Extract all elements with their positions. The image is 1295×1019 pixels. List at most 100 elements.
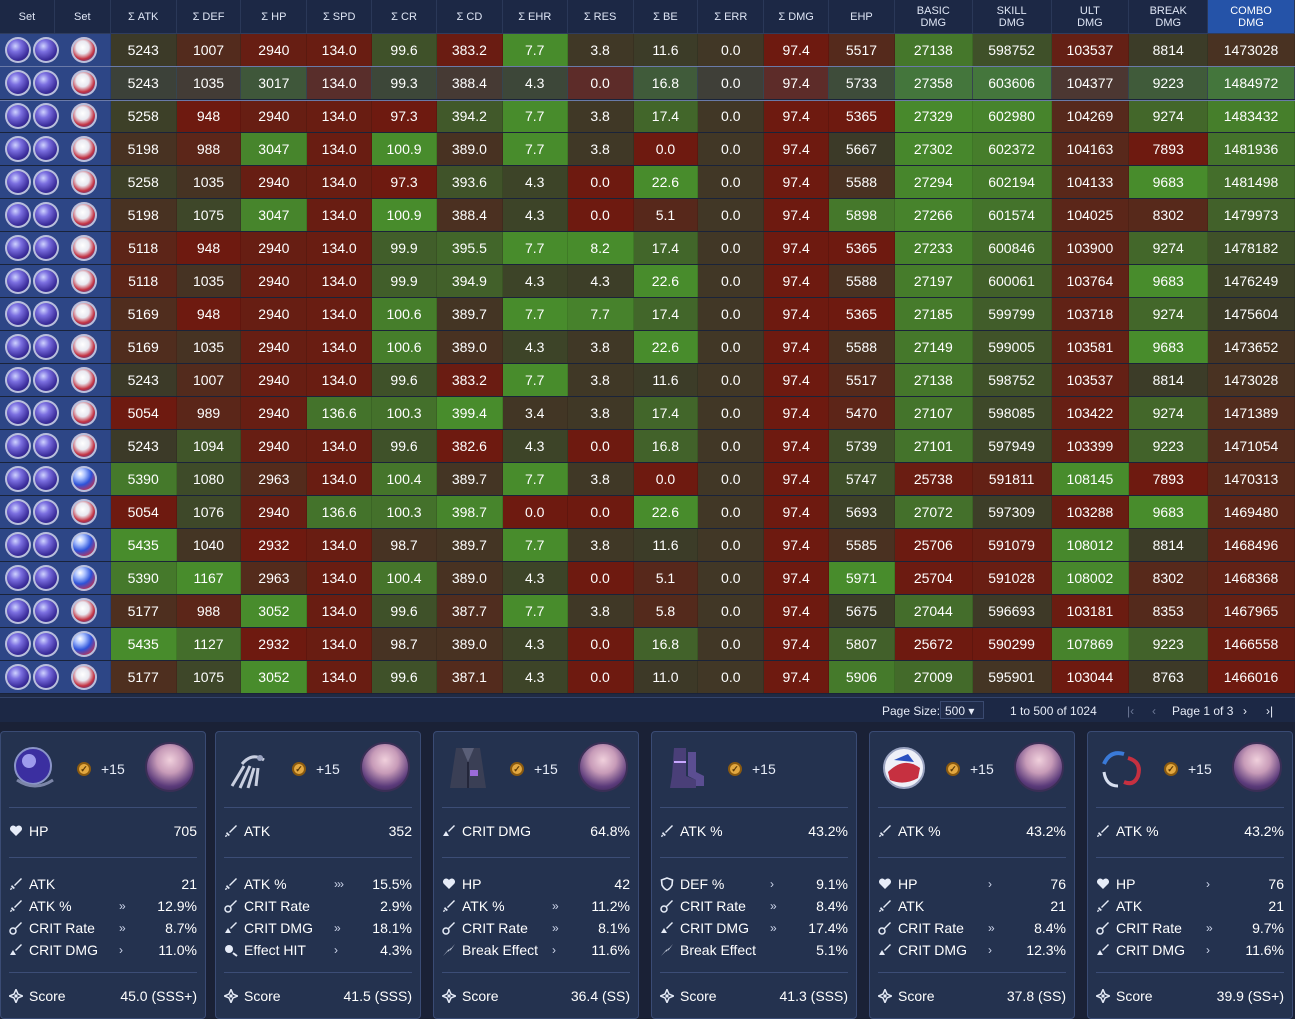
header-res[interactable]: Σ RES	[568, 0, 634, 33]
planar-sphere-icon	[33, 169, 59, 195]
relic-card[interactable]: ✓ +15 ATK % 43.2% HP › 76 ATK 21 CRIT Rate» 8.4% CR…	[869, 731, 1075, 1019]
heart-icon	[442, 877, 456, 891]
cell-be: 5.1	[633, 562, 699, 594]
header-combo[interactable]: COMBO DMG	[1208, 0, 1295, 33]
cell-skill: 600061	[972, 265, 1052, 297]
header-spd[interactable]: Σ SPD	[307, 0, 373, 33]
cell-spd: 134.0	[307, 166, 373, 198]
first-page-icon[interactable]: |‹	[1127, 704, 1135, 718]
header-cd[interactable]: Σ CD	[437, 0, 503, 33]
substat-name: CRIT DMG	[1116, 942, 1185, 958]
cell-basic: 27138	[894, 364, 973, 396]
header-ehr[interactable]: Σ EHR	[503, 0, 568, 33]
cell-cd: 389.7	[436, 463, 503, 495]
table-row[interactable]: 5054 989 2940 136.6 100.3 399.4 3.4 3.8 17.4 0.0 9…	[0, 397, 1295, 430]
substat-value: 8.7%	[165, 920, 197, 936]
cell-hp: 3047	[241, 199, 308, 231]
cell-def: 989	[176, 397, 242, 429]
header-skill[interactable]: SKILL DMG	[973, 0, 1052, 33]
relic-card[interactable]: ✓ +15 CRIT DMG 64.8% HP 42 ATK % » 11.2% CRIT Rat…	[433, 731, 639, 1019]
table-row[interactable]: 5177 1075 3052 134.0 99.6 387.1 4.3 0.0 11.0 0.0 9…	[0, 661, 1295, 694]
table-row[interactable]: 5054 1076 2940 136.6 100.3 398.7 0.0 0.0 22.6 0.0…	[0, 496, 1295, 529]
cell-ehp: 5807	[829, 628, 895, 660]
cell-res: 3.8	[567, 463, 634, 495]
last-page-icon[interactable]: ›|	[1266, 704, 1274, 718]
divider	[442, 972, 630, 973]
equipped-check-icon[interactable]: ✓	[946, 762, 960, 776]
table-row[interactable]: 5118 948 2940 134.0 99.9 395.5 7.7 8.2 17.4 0.0 97…	[0, 232, 1295, 265]
table-row[interactable]: 5198 1075 3047 134.0 100.9 388.4 4.3 0.0 5.1 0.0 9…	[0, 199, 1295, 232]
table-row[interactable]: 5243 1094 2940 134.0 99.6 382.6 4.3 0.0 16.8 0.0 9…	[0, 430, 1295, 463]
cell-hp: 2940	[241, 298, 308, 330]
table-row[interactable]: 5243 1007 2940 134.0 99.6 383.2 7.7 3.8 11.6 0.0 9…	[0, 364, 1295, 397]
header-brk[interactable]: BREAK DMG	[1129, 0, 1209, 33]
header-set2[interactable]: Set	[55, 0, 111, 33]
relic-card[interactable]: ✓ +15 ATK % 43.2% DEF % › 9.1% CRIT Rate» 8.4% CR…	[651, 731, 857, 1019]
equipped-check-icon[interactable]: ✓	[292, 762, 306, 776]
table-row[interactable]: 5243 1035 3017 134.0 99.3 388.4 4.3 0.0 16.8 0.0 9…	[0, 66, 1295, 101]
equipped-check-icon[interactable]: ✓	[728, 762, 742, 776]
header-basic[interactable]: BASIC DMG	[895, 0, 973, 33]
cell-ehr: 4.3	[502, 166, 568, 198]
equipped-check-icon[interactable]: ✓	[1164, 762, 1178, 776]
header-be[interactable]: Σ BE	[634, 0, 699, 33]
relic-card[interactable]: ✓ +15 HP 705 ATK 21 ATK %» 12.9% CRIT Rate» 8.7% C…	[0, 731, 206, 1019]
cell-err: 0.0	[698, 595, 765, 627]
cell-err: 0.0	[698, 661, 765, 693]
cell-combo: 1466558	[1208, 628, 1295, 660]
header-atk[interactable]: Σ ATK	[111, 0, 177, 33]
header-set1[interactable]: Set	[0, 0, 55, 33]
set-cell	[0, 34, 111, 66]
crit-dmg-icon	[660, 921, 674, 935]
table-row[interactable]: 5435 1127 2932 134.0 98.7 389.0 4.3 0.0 16.8 0.0 9…	[0, 628, 1295, 661]
cell-ult: 103399	[1051, 430, 1130, 462]
header-ult[interactable]: ULT DMG	[1052, 0, 1130, 33]
relic-card[interactable]: ✓ +15 ATK 352 ATK % ››› 15.5% CRIT Rate 2.9% CRIT…	[215, 731, 421, 1019]
header-err[interactable]: Σ ERR	[698, 0, 765, 33]
planar-sphere-icon	[33, 268, 59, 294]
cell-cr: 100.6	[372, 331, 437, 363]
table-row[interactable]: 5177 988 3052 134.0 99.6 387.7 7.7 3.8 5.8 0.0 97.…	[0, 595, 1295, 628]
header-hp[interactable]: Σ HP	[241, 0, 308, 33]
cell-atk: 5258	[110, 166, 177, 198]
divider	[442, 857, 630, 858]
table-row[interactable]: 5390 1167 2963 134.0 100.4 389.0 4.3 0.0 5.1 0.0 9…	[0, 562, 1295, 595]
table-row[interactable]: 5169 1035 2940 134.0 100.6 389.0 4.3 3.8 22.6 0.0…	[0, 331, 1295, 364]
cell-atk: 5198	[110, 133, 177, 165]
equipped-check-icon[interactable]: ✓	[77, 762, 91, 776]
table-row[interactable]: 5118 1035 2940 134.0 99.9 394.9 4.3 4.3 22.6 0.0 9…	[0, 265, 1295, 298]
cell-ult: 108145	[1051, 463, 1130, 495]
set-cell	[0, 397, 111, 429]
table-row[interactable]: 5198 988 3047 134.0 100.9 389.0 7.7 3.8 0.0 0.0 97…	[0, 133, 1295, 166]
table-row[interactable]: 5169 948 2940 134.0 100.6 389.7 7.7 7.7 17.4 0.0 9…	[0, 298, 1295, 331]
cell-cr: 97.3	[372, 100, 437, 132]
substat-list: HP 42 ATK % » 11.2% CRIT Rate » 8.1% Break Effec…	[442, 873, 630, 961]
cell-skill: 599005	[972, 331, 1052, 363]
next-page-icon[interactable]: ›	[1243, 704, 1247, 718]
table-row[interactable]: 5258 1035 2940 134.0 97.3 393.6 4.3 0.0 22.6 0.0 9…	[0, 166, 1295, 199]
table-row[interactable]: 5435 1040 2932 134.0 98.7 389.7 7.7 3.8 11.6 0.0 9…	[0, 529, 1295, 562]
header-cr[interactable]: Σ CR	[372, 0, 437, 33]
substat-list: HP › 76 ATK 21 CRIT Rate » 8.4% CRIT DMG › 12.3%	[878, 873, 1066, 961]
header-dmg[interactable]: Σ DMG	[764, 0, 830, 33]
cell-err: 0.0	[698, 100, 765, 132]
substat-name: ATK %	[462, 898, 505, 914]
table-row[interactable]: 5243 1007 2940 134.0 99.6 383.2 7.7 3.8 11.6 0.0 9…	[0, 34, 1295, 67]
divider	[224, 857, 412, 858]
cell-skill: 596693	[972, 595, 1052, 627]
planar-sphere-icon	[33, 532, 59, 558]
cell-spd: 134.0	[307, 199, 373, 231]
equipped-check-icon[interactable]: ✓	[510, 762, 524, 776]
header-ehp[interactable]: EHP	[829, 0, 895, 33]
table-row[interactable]: 5258 948 2940 134.0 97.3 394.2 7.7 3.8 17.4 0.0 97…	[0, 100, 1295, 133]
header-def[interactable]: Σ DEF	[177, 0, 242, 33]
cell-err: 0.0	[698, 199, 765, 231]
sword-icon	[9, 877, 23, 891]
prev-page-icon[interactable]: ‹	[1152, 704, 1156, 718]
table-row[interactable]: 5390 1080 2963 134.0 100.4 389.7 7.7 3.8 0.0 0.0 9…	[0, 463, 1295, 496]
link-rope-icon	[71, 202, 97, 228]
planar-sphere-icon	[33, 235, 59, 261]
page-size-select[interactable]: 500 ▾	[940, 701, 984, 719]
relic-card[interactable]: ✓ +15 ATK % 43.2% HP › 76 ATK 21 CRIT Rate» 9.7% CR…	[1087, 731, 1293, 1019]
cell-brk: 7893	[1129, 463, 1209, 495]
